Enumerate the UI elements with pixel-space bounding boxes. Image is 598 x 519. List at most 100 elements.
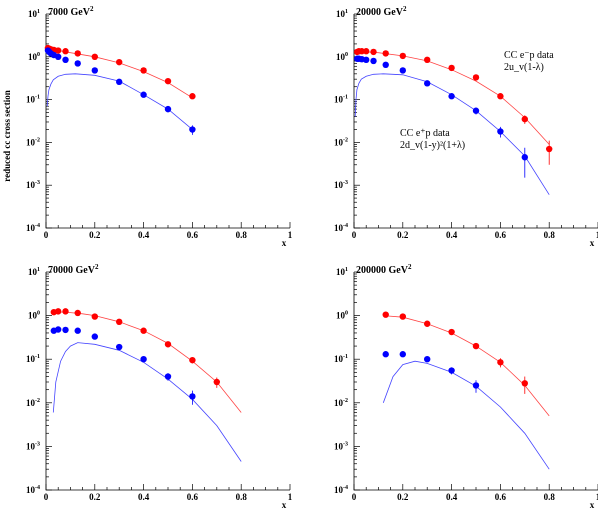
data-point-ep-plus (497, 128, 504, 135)
y-tick-label: 10-4 (334, 223, 348, 233)
data-point-ep-minus (448, 64, 455, 72)
data-point-ep-minus (358, 48, 366, 55)
y-tick-label: 101 (28, 9, 40, 19)
x-tick-label: 0.4 (138, 230, 150, 240)
panel-title: 7000 GeV2 (48, 5, 94, 18)
data-point-ep-minus (140, 67, 147, 74)
x-tick-label: 1 (288, 230, 293, 240)
axis-frame (45, 14, 290, 229)
y-tick-label: 10-1 (334, 95, 348, 105)
data-point-ep-plus (521, 154, 528, 161)
data-point-ep-minus (189, 356, 196, 364)
data-point-ep-plus (370, 57, 377, 65)
data-point-ep-minus (382, 50, 389, 57)
x-tick-label: 0.2 (397, 230, 409, 240)
data-point-ep-minus (74, 50, 81, 57)
x-axis-label: x (590, 238, 595, 248)
y-tick-label: 10-3 (26, 441, 40, 451)
chart-panel-4: 0 0.2 0.4 0.6 0.8 1x 101 100 10-1 10-2 10-3 10-4 200… (334, 263, 598, 510)
y-tick-label: 100 (28, 311, 40, 321)
x-tick-label: 0.2 (89, 492, 101, 502)
data-point-ep-plus (55, 326, 62, 333)
data-point-ep-minus (521, 115, 528, 123)
x-tick-label: 0.6 (495, 230, 507, 240)
data-point-ep-minus (521, 380, 528, 387)
x-tick-label: 0.4 (138, 492, 150, 502)
annotation-text: CC e⁻p data (504, 50, 554, 61)
fit-curve-ep-plus (382, 360, 550, 470)
x-tick-label: 0.6 (187, 230, 199, 240)
data-point-ep-minus (189, 93, 196, 100)
x-tick-label: 0.8 (236, 492, 248, 502)
x-axis-label: x (282, 500, 287, 510)
x-tick-label: 0 (352, 230, 357, 240)
axis-frame (353, 14, 598, 229)
data-point-ep-minus (399, 313, 406, 320)
y-tick-label: 10-4 (26, 223, 40, 233)
y-tick-label: 10-2 (334, 398, 348, 408)
data-point-ep-minus (382, 311, 389, 318)
data-point-ep-plus (140, 356, 147, 363)
y-tick-label: 10-3 (26, 180, 40, 190)
annotation-text: CC e⁺p data (400, 128, 450, 139)
x-tick-label: 1 (596, 230, 598, 240)
data-point-ep-plus (74, 60, 81, 67)
data-point-ep-plus (91, 67, 99, 74)
data-point-ep-minus (448, 328, 455, 336)
data-point-ep-minus (164, 341, 172, 348)
fit-curve-ep-plus (52, 342, 242, 462)
x-tick-label: 0.6 (187, 492, 199, 502)
data-point-ep-plus (140, 91, 147, 98)
x-tick-label: 0 (352, 492, 357, 502)
data-point-ep-minus (140, 327, 147, 334)
data-point-ep-minus (363, 48, 370, 55)
y-tick-label: 10-2 (26, 398, 40, 408)
data-point-ep-minus (424, 56, 431, 64)
data-point-ep-minus (91, 313, 99, 320)
data-point-ep-plus (164, 373, 172, 380)
y-tick-label: 101 (336, 9, 348, 19)
chart-panel-2: 0 0.2 0.4 0.6 0.8 1x 101 100 10-1 10-2 10-3 10-4 200… (334, 5, 598, 248)
x-tick-label: 0.2 (89, 230, 101, 240)
y-tick-label: 10-3 (334, 441, 348, 451)
data-point-ep-minus (370, 48, 377, 56)
data-point-ep-plus (399, 67, 406, 74)
data-point-ep-plus (164, 105, 172, 113)
annotation-text: 2u_v(1-λ) (504, 62, 544, 73)
data-point-ep-minus (55, 47, 62, 54)
data-point-ep-minus (91, 53, 99, 60)
y-tick-label: 10-3 (334, 180, 348, 190)
axis-frame (45, 272, 290, 491)
data-point-ep-plus (74, 327, 81, 334)
data-point-ep-minus (399, 52, 406, 60)
data-point-ep-plus (382, 61, 389, 69)
data-point-ep-minus (116, 318, 123, 326)
data-point-ep-plus (62, 56, 69, 64)
y-tick-label: 10-1 (26, 95, 40, 105)
y-tick-label: 101 (336, 267, 348, 277)
x-axis-label: x (282, 238, 287, 248)
y-tick-label: 100 (336, 311, 348, 321)
data-point-ep-plus (189, 126, 196, 133)
y-tick-label: 10-4 (26, 485, 40, 495)
data-point-ep-plus (382, 351, 389, 358)
y-tick-label: 10-1 (26, 354, 40, 364)
data-point-ep-plus (472, 107, 480, 114)
y-tick-label: 101 (28, 267, 40, 277)
data-point-ep-plus (91, 333, 99, 340)
x-tick-label: 0.8 (544, 230, 556, 240)
data-point-ep-plus (62, 326, 69, 334)
data-point-ep-minus (116, 58, 123, 66)
x-tick-label: 0.4 (446, 492, 458, 502)
data-point-ep-plus (116, 78, 123, 86)
chart-panel-3: 0 0.2 0.4 0.6 0.8 1x 101 100 10-1 10-2 10-3 10-4 700… (26, 263, 293, 510)
annotation-text: 2d_v(1-y)²(1+λ) (400, 140, 465, 151)
x-tick-label: 1 (596, 492, 598, 502)
data-point-ep-minus (472, 342, 480, 350)
x-tick-label: 0.6 (495, 492, 507, 502)
y-tick-label: 100 (336, 52, 348, 62)
data-point-ep-minus (497, 359, 504, 366)
data-point-ep-plus (424, 356, 431, 363)
data-point-ep-minus (164, 77, 172, 85)
